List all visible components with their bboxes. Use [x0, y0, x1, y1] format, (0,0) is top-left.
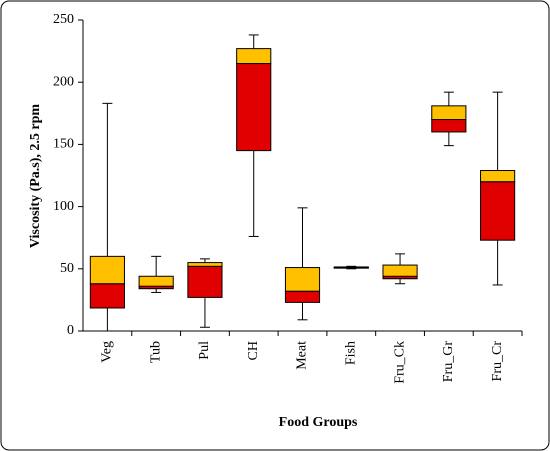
- y-tick-label: 0: [67, 323, 74, 338]
- box-upper: [431, 105, 467, 121]
- box-upper: [187, 262, 223, 267]
- y-tick-label: 50: [60, 261, 74, 276]
- x-axis-label: Food Groups: [279, 415, 358, 430]
- x-tick-label: Fru_Gr: [441, 341, 456, 383]
- x-tick-label: Fru_Ck: [392, 341, 407, 384]
- box-lower: [89, 283, 125, 309]
- x-tick-label: Fru_Cr: [490, 341, 505, 382]
- box-upper: [382, 264, 418, 277]
- x-tick-label: Veg: [100, 341, 115, 363]
- box-lower: [480, 181, 516, 241]
- x-tick-label: CH: [246, 341, 261, 360]
- x-tick-label: Tub: [148, 341, 163, 363]
- x-tick-label: Meat: [295, 341, 310, 370]
- box-lower: [187, 265, 223, 298]
- y-tick-label: 150: [53, 137, 74, 152]
- box-upper: [284, 267, 321, 292]
- y-axis-label: Viscosity (Pa.s), 2.5 rpm: [28, 104, 43, 248]
- box-upper: [480, 170, 516, 183]
- box-upper: [236, 48, 272, 65]
- box-upper: [89, 255, 125, 285]
- y-tick-label: 100: [53, 199, 74, 214]
- x-tick-label: Pul: [197, 341, 212, 360]
- x-tick-label: Fish: [343, 341, 358, 365]
- box-upper: [333, 266, 369, 269]
- y-tick-label: 250: [53, 12, 74, 27]
- y-tick-label: 200: [53, 74, 74, 89]
- box-lower: [431, 119, 467, 133]
- box-upper: [138, 275, 174, 287]
- box-lower: [284, 290, 321, 303]
- box-lower: [236, 63, 272, 152]
